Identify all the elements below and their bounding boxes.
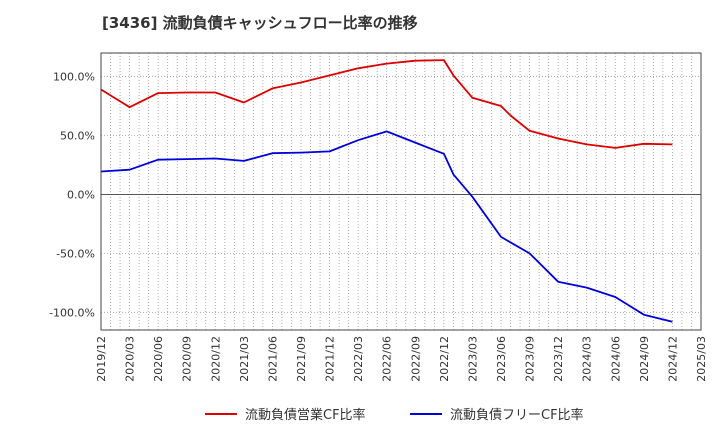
x-tick-label: 2023/03 [466,336,479,382]
y-tick-labels: 100.0% 50.0% 0.0% -50.0% -100.0% [49,71,95,320]
x-tick-label: 2024/12 [666,336,679,382]
x-tick-label: 2022/06 [381,336,394,382]
y-tick-label: 0.0% [67,188,95,201]
x-tick-label: 2023/06 [495,336,508,382]
x-tick-labels: 2019/12 2020/03 2020/06 2020/09 2020/12 2021/… [95,336,708,382]
legend-label-1: 流動負債営業CF比率 [245,407,366,423]
x-tick-label: 2023/12 [552,336,565,382]
x-tick-label: 2020/06 [152,336,165,382]
plot-frame [100,52,702,331]
chart-title: [3436] 流動負債キャッシュフロー比率の推移 [102,14,418,32]
x-tick-label: 2022/12 [438,336,451,382]
legend: 流動負債営業CF比率 流動負債フリーCF比率 [205,407,584,423]
x-tick-label: 2021/09 [295,336,308,382]
x-tick-label: 2020/09 [181,336,194,382]
x-tick-label: 2021/06 [266,336,279,382]
y-tick-label: 50.0% [60,130,95,143]
series-layer [100,59,673,323]
x-tick-label: 2021/12 [324,336,337,382]
x-tick-label: 2022/09 [409,336,422,382]
grid-layer [101,53,701,330]
y-tick-label: -100.0% [49,306,95,319]
y-tick-label: -50.0% [56,247,95,260]
x-tick-label: 2020/12 [209,336,222,382]
x-tick-label: 2024/03 [581,336,594,382]
x-tick-label: 2020/03 [124,336,137,382]
series-line-2 [100,130,673,323]
x-tick-label: 2023/09 [524,336,537,382]
x-tick-label: 2021/03 [238,336,251,382]
series-line-1 [100,59,673,149]
x-tick-label: 2024/06 [609,336,622,382]
x-tick-label: 2022/03 [352,336,365,382]
y-tick-label: 100.0% [53,71,95,84]
x-tick-label: 2019/12 [95,336,108,382]
x-tick-label: 2024/09 [638,336,651,382]
x-tick-label: 2025/03 [695,336,708,382]
legend-label-2: 流動負債フリーCF比率 [450,407,584,423]
